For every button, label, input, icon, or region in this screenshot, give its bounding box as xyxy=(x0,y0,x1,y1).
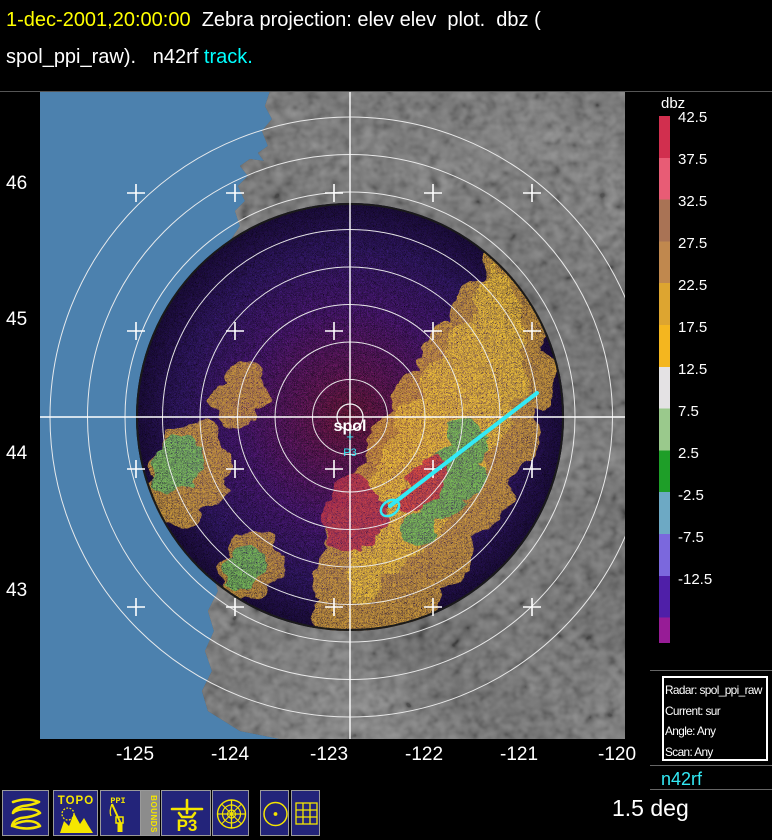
svg-text:P3: P3 xyxy=(343,447,356,459)
svg-text:P3: P3 xyxy=(177,816,198,835)
svg-text:BOUNDS: BOUNDS xyxy=(149,795,158,833)
svg-text:spol: spol xyxy=(334,418,367,435)
svg-text:TOPO: TOPO xyxy=(58,795,94,807)
